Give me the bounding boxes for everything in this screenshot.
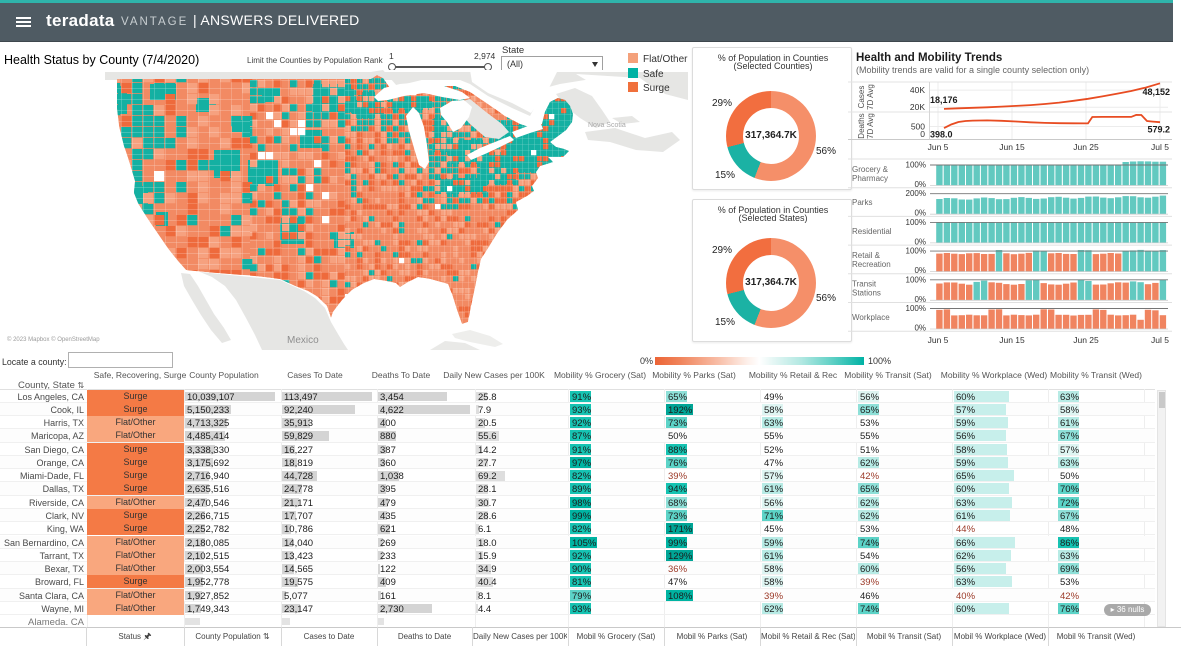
svg-text:Jul 5: Jul 5	[1151, 142, 1169, 152]
svg-text:Grocery &: Grocery &	[852, 165, 889, 174]
svg-text:0%: 0%	[914, 209, 926, 218]
svg-text:48,152: 48,152	[1142, 87, 1170, 97]
svg-text:Jul 5: Jul 5	[1151, 335, 1169, 345]
svg-text:579.2: 579.2	[1147, 125, 1170, 135]
svg-text:100%: 100%	[906, 161, 926, 170]
svg-text:Pharmacy: Pharmacy	[852, 174, 888, 183]
svg-text:Recreation: Recreation	[852, 260, 891, 269]
svg-text:Jun 5: Jun 5	[928, 142, 949, 152]
svg-text:20K: 20K	[910, 102, 925, 112]
svg-text:Deaths: Deaths	[857, 113, 866, 138]
svg-text:100%: 100%	[906, 218, 926, 227]
svg-text:500: 500	[911, 122, 925, 132]
svg-text:Jun 5: Jun 5	[928, 335, 949, 345]
svg-text:7D Avg: 7D Avg	[866, 84, 875, 110]
svg-text:(Mobility trends are valid for: (Mobility trends are valid for a single …	[856, 65, 1089, 75]
svg-text:40K: 40K	[910, 85, 925, 95]
svg-text:0%: 0%	[914, 324, 926, 333]
svg-text:Residential: Residential	[852, 227, 892, 236]
svg-text:Parks: Parks	[852, 198, 872, 207]
svg-text:398.0: 398.0	[930, 130, 953, 140]
svg-text:Retail &: Retail &	[852, 251, 881, 260]
svg-text:Jun 15: Jun 15	[999, 142, 1025, 152]
svg-text:Cases: Cases	[857, 86, 866, 109]
svg-text:18,176: 18,176	[930, 95, 958, 105]
svg-text:0%: 0%	[914, 266, 926, 275]
svg-text:100%: 100%	[906, 275, 926, 284]
svg-text:© 2023 Mapbox © OpenStreetMap: © 2023 Mapbox © OpenStreetMap	[7, 336, 100, 343]
svg-text:Workplace: Workplace	[852, 313, 890, 322]
svg-text:Mexico: Mexico	[287, 335, 319, 346]
svg-text:0%: 0%	[914, 180, 926, 189]
svg-text:100%: 100%	[906, 304, 926, 313]
svg-text:0%: 0%	[914, 237, 926, 246]
svg-text:Jun 25: Jun 25	[1073, 335, 1099, 345]
svg-text:Stations: Stations	[852, 289, 881, 298]
svg-text:7D Avg: 7D Avg	[866, 113, 875, 139]
svg-text:100%: 100%	[906, 247, 926, 256]
svg-text:200%: 200%	[906, 189, 926, 198]
svg-text:Health and Mobility Trends: Health and Mobility Trends	[856, 52, 1002, 64]
svg-text:Transit: Transit	[852, 280, 877, 289]
svg-text:Nova Scotia: Nova Scotia	[588, 122, 626, 129]
svg-text:Jun 15: Jun 15	[999, 335, 1025, 345]
svg-text:0%: 0%	[914, 295, 926, 304]
svg-text:Jun 25: Jun 25	[1073, 142, 1099, 152]
svg-text:0: 0	[920, 129, 925, 139]
